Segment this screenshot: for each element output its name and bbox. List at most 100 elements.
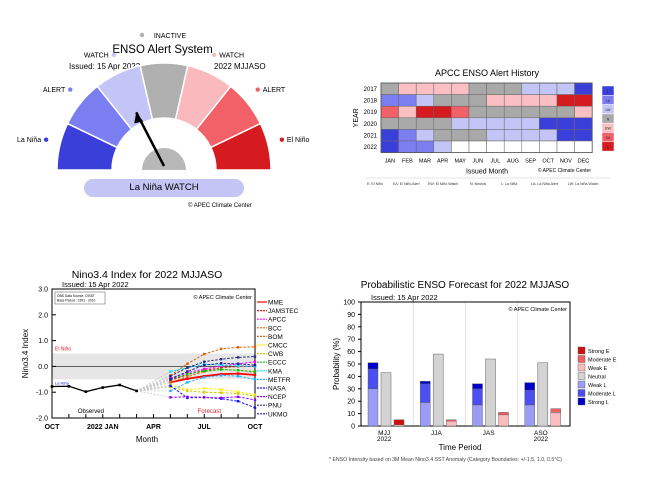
nino-series-point [186,389,189,393]
heatmap-cell [539,105,558,119]
heatmap-cell [486,94,505,107]
heatmap-cell [574,117,593,130]
gauge-label-dot [139,32,145,38]
nino-series-line [170,356,256,377]
heatmap-cell [398,105,417,119]
nino-info-box [54,291,106,305]
prob-bar-elnino [446,420,457,427]
gauge-label-dot [279,137,285,142]
prob-ytick-label: 60 [347,349,355,356]
heatmap-cell [380,129,399,142]
heatmap-cell [415,105,435,119]
nino-transition-line [136,378,171,392]
prob-xlabel: Time Period [439,443,482,452]
heatmap-cell [503,140,523,153]
nino-xtick-label: JUL [198,424,212,431]
nino-series-point [253,365,257,368]
heatmap-month-label: MAY [454,159,466,165]
prob-legend-swatch [577,380,586,389]
heatmap-legend-code: L [607,90,609,94]
nino-series-line [170,362,256,380]
heatmap-cell [468,82,487,95]
nino-series-point [186,381,189,384]
nino-series-line [170,346,256,376]
nino-series-point [203,360,206,363]
nino-series-point [219,368,223,371]
heatmap-key-item: E: El Niño [367,182,383,186]
nino-info-text: Base Period : 1991 - 2010 [57,299,95,303]
nino-series-line [170,372,256,384]
nino-series-point [253,370,257,374]
heatmap-cell [539,94,558,107]
heatmap-cell [486,129,505,142]
heatmap-cell [539,129,558,142]
nino-observed-line [51,384,137,393]
nino-forecast-label: Forecast [198,409,222,415]
nino-transition-line [136,386,171,392]
heatmap-frame [380,82,593,153]
heatmap-cell [556,129,575,142]
nino-series-point [253,398,257,402]
prob-xtick-label: 2022 [534,436,549,443]
nino-series-point [236,375,240,378]
nino-series-point [169,370,172,373]
nino-transition-line [136,384,171,392]
heatmap-cell [380,117,399,130]
nino-xtick-label: OCT [45,424,61,431]
prob-legend-label: Moderate E [588,358,617,364]
nino-transition-line [136,385,171,392]
nino-ytick-label: -1.0 [36,390,48,397]
heatmap-cell [433,82,452,95]
nino-series-line [170,361,256,379]
nino-series-point [236,395,240,399]
prob-ytick-label: 50 [347,362,355,369]
nino-legend-label: BCC [268,325,282,332]
prob-bar-elnino [393,419,405,425]
heatmap-cell [433,117,452,130]
nino-series-line [170,396,256,401]
heatmap-cell [451,129,470,142]
prob-bar-elnino [498,412,509,416]
nino-series-line [170,365,255,382]
prob-title: Probabilistic ENSO Forecast for 2022 MJJ… [361,280,570,291]
heatmap-cell [503,129,523,142]
heatmap-year-label: 2022 [364,145,378,151]
prob-bar-lanina [420,402,431,427]
heatmap-cell [468,105,487,119]
gauge-label-dot [43,137,49,142]
heatmap-legend-code: N [607,117,610,121]
nino-series-point [253,373,257,377]
nino-series-point [219,391,223,394]
heatmap-cell [398,94,417,107]
nino-legend-label: BOM [268,334,283,341]
prob-bar-lanina [367,368,379,389]
heatmap-cell [556,140,575,153]
nino-series-point [219,374,223,377]
heatmap-key-item: LW: La Niña Watch [568,182,599,186]
heatmap-cell [574,129,593,142]
heatmap-cell [415,82,435,95]
prob-legend-swatch [577,346,586,355]
nino-series-point [186,372,189,376]
nino-series-point [169,379,172,382]
nino-ylabel: Nino3.4 Index [21,329,30,378]
prob-xtick-label: 2022 [377,436,392,443]
gauge-label-dot [111,52,116,58]
nino-issued: Issued: 15 Apr 2022 [62,280,129,289]
nino-observed-point [67,384,71,388]
heatmap-cell [468,117,487,130]
heatmap-cell [556,117,575,130]
heatmap-cell [521,117,540,130]
gauge-sector-label: WATCH [219,52,244,59]
heatmap-cell [380,105,399,119]
heatmap-cell [468,129,487,142]
prob-bar-lanina [524,389,535,406]
nino-series-point [236,362,240,366]
prob-bar-lanina [420,381,431,385]
nino-series-point [203,363,206,367]
nino-series-point [253,363,257,367]
prob-ytick-label: 30 [347,386,355,393]
nino-legend-label: PNU [268,403,282,410]
heatmap-cell [415,129,435,142]
nino-series-point [203,367,206,371]
